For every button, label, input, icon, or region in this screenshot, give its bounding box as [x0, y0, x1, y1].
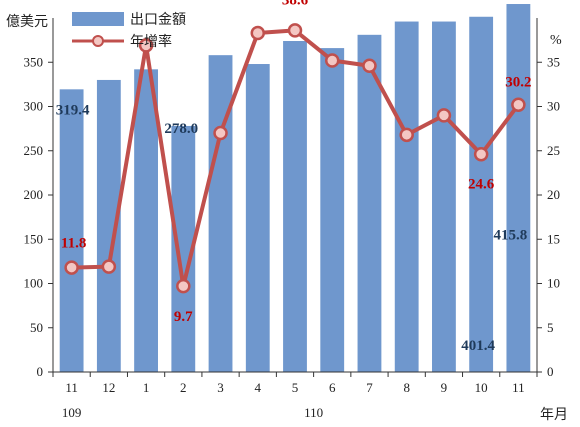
left-tick-label: 200 [24, 187, 44, 202]
legend-bar-swatch [72, 12, 124, 26]
export-bar [432, 21, 456, 372]
growth-rate-point [176, 278, 191, 294]
x-tick-label: 10 [475, 380, 488, 395]
growth-rate-point [436, 108, 452, 123]
x-tick-label: 7 [366, 380, 373, 395]
x-tick-label: 6 [329, 380, 336, 395]
left-tick-label: 0 [37, 364, 44, 379]
x-tick-label: 5 [292, 380, 299, 395]
x-tick-label: 12 [102, 380, 115, 395]
left-axis-unit: 億美元 [6, 14, 48, 30]
export-bar [208, 55, 233, 373]
x-tick-label: 9 [441, 380, 448, 395]
export-bar [469, 16, 494, 373]
year-label: 110 [304, 405, 323, 420]
right-axis-unit: % [550, 33, 562, 48]
growth-rate-point [101, 259, 117, 274]
line-value-label: 30.2 [505, 75, 531, 91]
legend-bar-label: 出口金額 [130, 12, 186, 28]
left-tick-label: 50 [30, 320, 43, 335]
x-tick-label: 11 [65, 380, 78, 395]
right-tick-label: 5 [547, 320, 554, 335]
export-bar [320, 48, 345, 373]
export-bar [506, 4, 531, 373]
left-tick-label: 100 [24, 276, 44, 291]
growth-rate-point [64, 260, 79, 275]
export-bar [134, 69, 158, 372]
export-bar [357, 34, 382, 372]
right-tick-label: 15 [547, 231, 560, 246]
line-value-label: 24.6 [468, 176, 495, 192]
growth-rate-point [324, 53, 340, 68]
left-tick-label: 250 [24, 143, 44, 158]
x-axis-unit: 年月 [540, 407, 568, 423]
growth-rate-point [511, 97, 526, 112]
export-bar [59, 89, 84, 373]
growth-rate-point [287, 23, 303, 38]
export-bar [171, 125, 196, 372]
export-bar [394, 21, 419, 372]
export-bar [283, 41, 307, 372]
line-value-label: 11.8 [61, 236, 86, 252]
right-tick-label: 20 [547, 187, 560, 202]
bar-value-label: 401.4 [461, 338, 495, 354]
growth-rate-point [362, 58, 377, 74]
growth-rate-point [138, 38, 154, 53]
x-tick-label: 4 [255, 380, 262, 395]
bar-value-label: 278.0 [164, 121, 198, 137]
x-tick-label: 8 [403, 380, 410, 395]
left-tick-label: 300 [24, 99, 44, 114]
right-tick-label: 0 [547, 364, 554, 379]
x-tick-label: 2 [180, 380, 187, 395]
x-tick-label: 1 [143, 380, 150, 395]
right-tick-label: 25 [547, 143, 560, 158]
line-value-label: 9.7 [174, 309, 193, 325]
year-label: 109 [62, 405, 82, 420]
legend-line-marker [92, 35, 104, 47]
growth-rate-point [250, 25, 266, 41]
left-tick-label: 350 [24, 54, 44, 69]
x-tick-label: 3 [217, 380, 224, 395]
growth-rate-point [213, 125, 228, 141]
bar-value-label: 415.8 [494, 227, 528, 243]
left-tick-label: 150 [24, 231, 44, 246]
growth-rate-point [399, 127, 414, 143]
x-tick-label: 11 [512, 380, 525, 395]
right-tick-label: 10 [547, 276, 560, 291]
line-value-label: 38.6 [282, 0, 309, 8]
export-bar [96, 79, 121, 372]
export-bar [245, 64, 270, 373]
growth-rate-point [473, 147, 489, 162]
bar-value-label: 319.4 [56, 102, 90, 118]
right-tick-label: 30 [547, 99, 560, 114]
legend-line-label: 年增率 [130, 33, 172, 50]
right-tick-label: 35 [547, 54, 560, 69]
